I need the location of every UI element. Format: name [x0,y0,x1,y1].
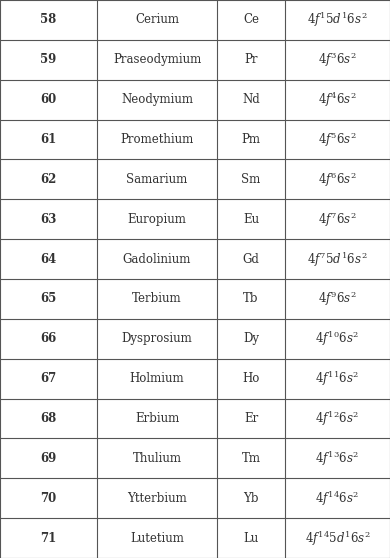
Text: $\mathrm{4}\mathit{f}^{\mathrm{12}}\mathrm{6}\mathit{s}^{\mathrm{2}}$: $\mathrm{4}\mathit{f}^{\mathrm{12}}\math… [316,409,360,428]
Text: $\mathrm{4}\mathit{f}^{\mathrm{10}}\mathrm{6}\mathit{s}^{\mathrm{2}}$: $\mathrm{4}\mathit{f}^{\mathrm{10}}\math… [316,329,360,348]
Text: Terbium: Terbium [132,292,182,305]
Text: Europium: Europium [128,213,186,226]
Text: Pr: Pr [244,53,258,66]
Text: 71: 71 [41,532,57,545]
Text: 69: 69 [41,452,57,465]
Text: $\mathrm{4}\mathit{f}^{\mathrm{11}}\mathrm{6}\mathit{s}^{\mathrm{2}}$: $\mathrm{4}\mathit{f}^{\mathrm{11}}\math… [316,369,360,388]
Text: Sm: Sm [241,173,261,186]
Text: $\mathrm{4}\mathit{f}^{\mathrm{1}}\mathrm{5}\mathit{d}^{\mathrm{1}}\mathrm{6}\ma: $\mathrm{4}\mathit{f}^{\mathrm{1}}\mathr… [307,11,368,30]
Text: Holmium: Holmium [130,372,184,385]
Text: Tm: Tm [241,452,261,465]
Text: $\mathrm{4}\mathit{f}^{\mathrm{6}}\mathrm{6}\mathit{s}^{\mathrm{2}}$: $\mathrm{4}\mathit{f}^{\mathrm{6}}\mathr… [318,170,357,189]
Text: Eu: Eu [243,213,259,226]
Text: Lu: Lu [243,532,259,545]
Text: 62: 62 [40,173,57,186]
Text: 64: 64 [41,253,57,266]
Text: Er: Er [244,412,258,425]
Text: 58: 58 [41,13,57,26]
Text: Yb: Yb [243,492,259,505]
Text: $\mathrm{4}\mathit{f}^{\mathrm{3}}\mathrm{6}\mathit{s}^{\mathrm{2}}$: $\mathrm{4}\mathit{f}^{\mathrm{3}}\mathr… [318,50,357,69]
Text: Gadolinium: Gadolinium [123,253,191,266]
Text: Tb: Tb [243,292,259,305]
Text: Thulium: Thulium [133,452,181,465]
Text: 63: 63 [40,213,57,226]
Text: Samarium: Samarium [126,173,188,186]
Text: $\mathrm{4}\mathit{f}^{\mathrm{7}}\mathrm{6}\mathit{s}^{\mathrm{2}}$: $\mathrm{4}\mathit{f}^{\mathrm{7}}\mathr… [318,210,357,229]
Text: Ho: Ho [242,372,260,385]
Text: Cerium: Cerium [135,13,179,26]
Text: $\mathrm{4}\mathit{f}^{\mathrm{14}}\mathrm{5}\mathit{d}^{\mathrm{1}}\mathrm{6}\m: $\mathrm{4}\mathit{f}^{\mathrm{14}}\math… [305,528,370,547]
Text: Pm: Pm [241,133,261,146]
Text: Erbium: Erbium [135,412,179,425]
Text: $\mathrm{4}\mathit{f}^{\mathrm{9}}\mathrm{6}\mathit{s}^{\mathrm{2}}$: $\mathrm{4}\mathit{f}^{\mathrm{9}}\mathr… [318,290,357,309]
Text: Neodymium: Neodymium [121,93,193,106]
Text: 67: 67 [41,372,57,385]
Text: $\mathrm{4}\mathit{f}^{\mathrm{7}}\mathrm{5}\mathit{d}^{\mathrm{1}}\mathrm{6}\ma: $\mathrm{4}\mathit{f}^{\mathrm{7}}\mathr… [307,249,368,268]
Text: Promethium: Promethium [121,133,193,146]
Text: Lutetium: Lutetium [130,532,184,545]
Text: $\mathrm{4}\mathit{f}^{\mathrm{4}}\mathrm{6}\mathit{s}^{\mathrm{2}}$: $\mathrm{4}\mathit{f}^{\mathrm{4}}\mathr… [318,90,357,109]
Text: Ce: Ce [243,13,259,26]
Text: 59: 59 [41,53,57,66]
Text: $\mathrm{4}\mathit{f}^{\mathrm{14}}\mathrm{6}\mathit{s}^{\mathrm{2}}$: $\mathrm{4}\mathit{f}^{\mathrm{14}}\math… [316,489,360,508]
Text: 61: 61 [41,133,57,146]
Text: $\mathrm{4}\mathit{f}^{\mathrm{13}}\mathrm{6}\mathit{s}^{\mathrm{2}}$: $\mathrm{4}\mathit{f}^{\mathrm{13}}\math… [316,449,360,468]
Text: Dy: Dy [243,332,259,345]
Text: Praseodymium: Praseodymium [113,53,201,66]
Text: 68: 68 [41,412,57,425]
Text: 70: 70 [41,492,57,505]
Text: Dysprosium: Dysprosium [122,332,192,345]
Text: 60: 60 [41,93,57,106]
Text: $\mathrm{4}\mathit{f}^{\mathrm{5}}\mathrm{6}\mathit{s}^{\mathrm{2}}$: $\mathrm{4}\mathit{f}^{\mathrm{5}}\mathr… [318,130,357,149]
Text: Ytterbium: Ytterbium [127,492,187,505]
Text: 65: 65 [41,292,57,305]
Text: 66: 66 [41,332,57,345]
Text: Gd: Gd [243,253,259,266]
Text: Nd: Nd [242,93,260,106]
